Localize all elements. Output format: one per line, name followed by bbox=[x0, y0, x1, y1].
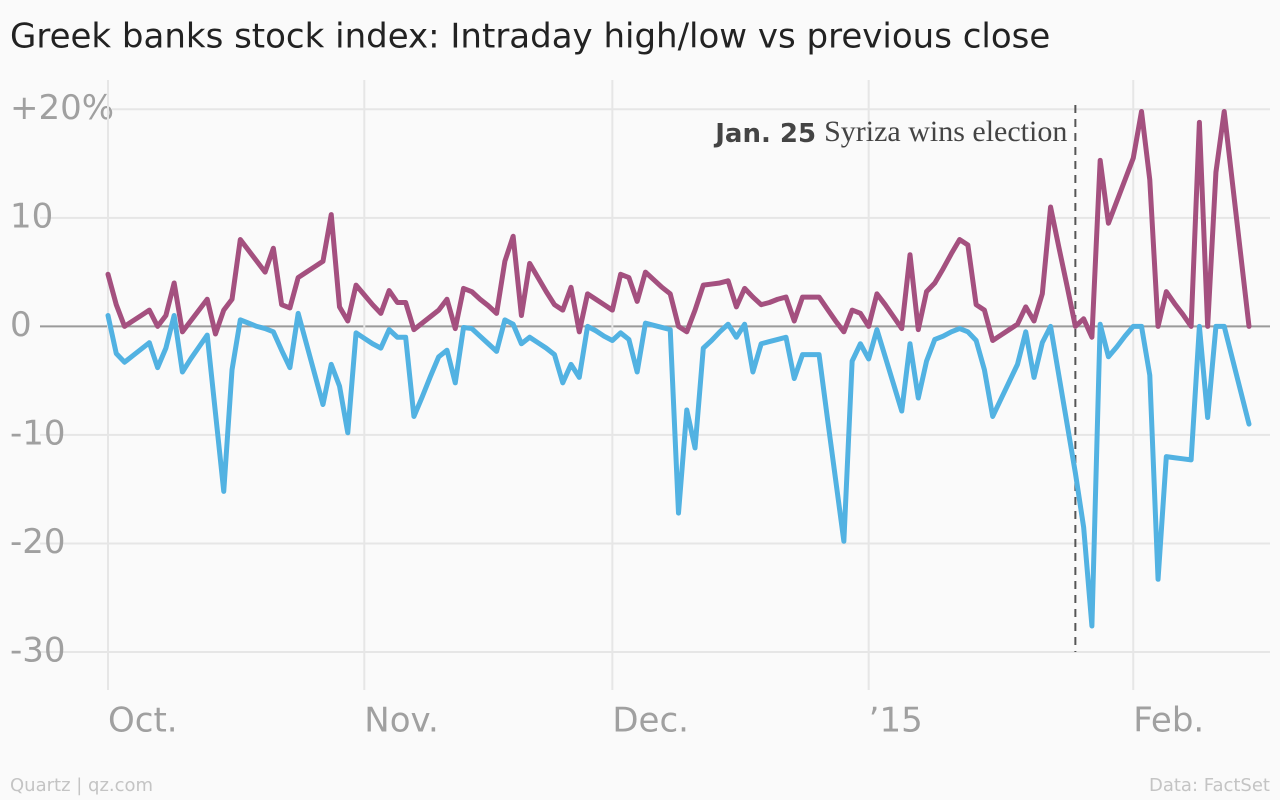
annotation-text: Syriza wins election bbox=[824, 115, 1067, 148]
x-tick-label: Feb. bbox=[1133, 701, 1204, 741]
annotation: Jan. 25 Syriza wins election bbox=[713, 115, 1067, 149]
y-tick-label: -10 bbox=[10, 413, 66, 453]
source-right: Data: FactSet bbox=[1149, 775, 1270, 796]
y-tick-label: 0 bbox=[10, 305, 32, 345]
y-tick-label: -20 bbox=[10, 522, 66, 562]
series-line bbox=[105, 108, 1252, 343]
x-tick-label: Nov. bbox=[364, 701, 439, 741]
source-left: Quartz | qz.com bbox=[10, 775, 153, 796]
x-tick-label: Dec. bbox=[612, 701, 689, 741]
annotation-date: Jan. 25 bbox=[713, 119, 816, 149]
series-line bbox=[105, 310, 1252, 629]
x-tick-label: ’15 bbox=[869, 701, 923, 741]
x-tick-label: Oct. bbox=[108, 701, 178, 741]
chart-title: Greek banks stock index: Intraday high/l… bbox=[10, 17, 1050, 57]
y-tick-label: 10 bbox=[10, 196, 53, 236]
y-tick-label: -30 bbox=[10, 631, 66, 671]
y-tick-label: +20% bbox=[10, 88, 114, 128]
